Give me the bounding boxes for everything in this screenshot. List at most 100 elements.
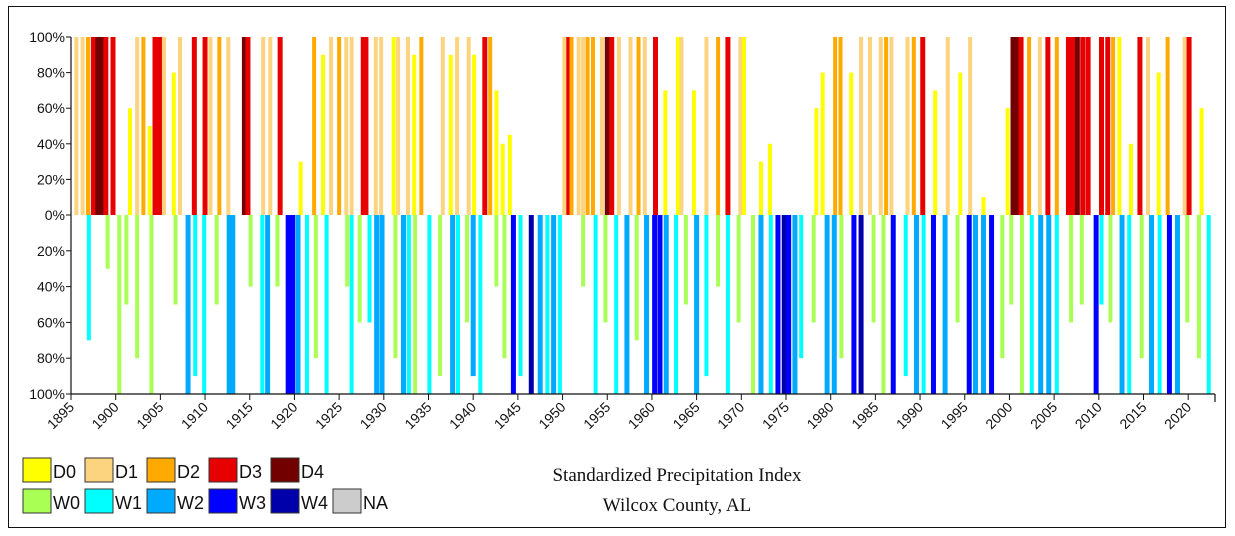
dry-bar xyxy=(507,134,512,215)
wet-bar xyxy=(1119,215,1125,394)
dry-bar xyxy=(171,72,176,215)
dry-bar xyxy=(920,37,926,215)
dry-bar xyxy=(704,37,709,215)
dry-bar xyxy=(135,37,140,215)
x-tick-label: 1945 xyxy=(491,399,524,432)
dry-bar xyxy=(412,54,417,215)
y-tick-label: 40% xyxy=(37,136,65,152)
dry-bar xyxy=(653,37,659,215)
dry-bar xyxy=(725,37,731,215)
dry-bar xyxy=(488,37,493,215)
dry-bar xyxy=(329,37,334,215)
x-tick-label: 1985 xyxy=(848,399,881,432)
wet-bar xyxy=(942,215,948,394)
dry-bar xyxy=(1156,72,1161,215)
dry-bar xyxy=(566,37,572,215)
wet-bar xyxy=(1127,215,1132,394)
wet-bar xyxy=(851,215,857,394)
wet-bar xyxy=(1185,215,1190,323)
x-tick-label: 2015 xyxy=(1116,399,1149,432)
wet-bar xyxy=(551,215,557,394)
x-tick-label: 1980 xyxy=(803,399,836,432)
spi-chart: 100%80%60%40%20%0%20%40%60%80%100% 1895 1… xyxy=(22,29,1216,516)
dry-bar xyxy=(1018,37,1024,215)
wet-bar xyxy=(890,215,896,394)
wet-bar xyxy=(913,215,919,394)
chart-subtitle: Wilcox County, AL xyxy=(603,495,751,516)
legend-swatch-d0 xyxy=(22,457,52,483)
wet-bar xyxy=(750,215,755,394)
dry-bar xyxy=(1098,37,1104,215)
y-tick-label: 80% xyxy=(37,350,65,366)
dry-bar xyxy=(241,37,247,215)
dry-bar xyxy=(838,37,843,215)
dry-bar xyxy=(373,37,378,215)
wet-bar xyxy=(811,215,816,323)
wet-bar xyxy=(871,215,876,323)
wet-bar xyxy=(455,215,460,394)
wet-bar xyxy=(1009,215,1014,305)
dry-bar xyxy=(691,90,696,215)
wet-bar xyxy=(406,215,411,394)
x-tick-label: 1995 xyxy=(938,399,971,432)
wet-bar xyxy=(1000,215,1005,359)
wet-bar xyxy=(400,215,406,394)
wet-bar xyxy=(86,215,91,341)
wet-bar xyxy=(1079,215,1084,305)
dry-bar xyxy=(738,37,743,215)
legend-label-d4: D4 xyxy=(301,462,324,482)
wet-bar xyxy=(799,215,804,359)
wet-bar xyxy=(768,215,773,394)
dry-bar xyxy=(741,37,746,215)
legend-swatch-d4 xyxy=(270,457,300,483)
x-tick-label: 1935 xyxy=(401,399,434,432)
dry-bar xyxy=(482,37,488,215)
wet-bar xyxy=(903,215,908,377)
wet-bar xyxy=(1108,215,1113,323)
wet-bar xyxy=(1038,215,1044,394)
wet-bar xyxy=(1099,215,1104,305)
wet-bar xyxy=(1206,215,1211,394)
dry-bar xyxy=(312,37,317,215)
dry-bar xyxy=(1005,108,1010,215)
dry-bar xyxy=(604,37,610,215)
wet-bar xyxy=(839,215,844,359)
x-tick-label: 1900 xyxy=(88,399,121,432)
dry-bar xyxy=(95,37,101,215)
legend-swatch-d1 xyxy=(84,457,114,483)
dry-bar xyxy=(277,37,283,215)
dry-bar xyxy=(1074,37,1080,215)
dry-bar xyxy=(268,37,273,215)
wet-bar xyxy=(824,215,830,394)
wet-bar xyxy=(502,215,507,359)
wet-bar xyxy=(683,215,688,305)
y-tick-label: 80% xyxy=(37,65,65,81)
chart-frame: 100% 80% 60% 40% 20% 0% 20% 40% 60% 80% 100% 1895 1… xyxy=(8,6,1226,528)
legend-swatch-w2 xyxy=(146,488,176,514)
wet-bar xyxy=(260,215,265,394)
dry-bar xyxy=(716,37,721,215)
x-tick-label: 2010 xyxy=(1072,399,1105,432)
x-tick-label: 1920 xyxy=(267,399,300,432)
wet-bar xyxy=(248,215,253,287)
wet-bar xyxy=(518,215,523,377)
dry-bar xyxy=(466,37,471,215)
dry-bar xyxy=(1070,37,1076,215)
x-tick-label: 1940 xyxy=(446,399,479,432)
x-tick-label: 2020 xyxy=(1161,399,1194,432)
wet-bar xyxy=(704,215,709,377)
dry-bar xyxy=(616,37,621,215)
wet-bar xyxy=(831,215,837,394)
dry-bar xyxy=(599,37,604,215)
wet-bar xyxy=(694,215,700,394)
dry-bar xyxy=(141,37,146,215)
dry-bar xyxy=(344,37,349,215)
x-tick-label: 1975 xyxy=(759,399,792,432)
wet-bar xyxy=(775,215,781,394)
x-tick-label: 1895 xyxy=(44,399,77,432)
dry-bar xyxy=(127,108,132,215)
wet-bar xyxy=(1069,215,1074,323)
legend-swatch-w0 xyxy=(22,488,52,514)
dry-bar xyxy=(1165,37,1170,215)
dry-bar xyxy=(833,37,838,215)
